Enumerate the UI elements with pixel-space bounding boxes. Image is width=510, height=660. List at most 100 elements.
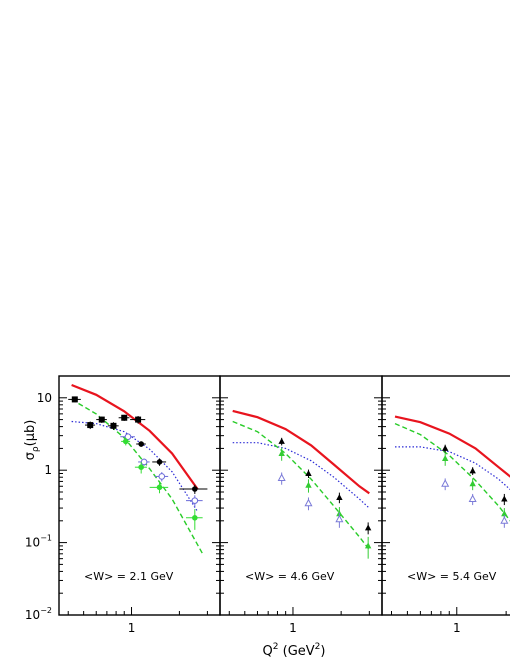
y-tick-label-exponent: −1 <box>40 534 52 543</box>
marker <box>191 497 199 504</box>
data-point-blue-open-triangle <box>468 493 477 506</box>
marker <box>441 455 449 462</box>
marker <box>124 433 132 441</box>
data-point-open-circle <box>138 458 150 466</box>
y-axis-title: σρ(μb) <box>23 420 41 461</box>
data-point-filled-circle <box>136 441 146 447</box>
data-point-filled-square <box>85 421 96 430</box>
data-point-green-circle <box>149 482 169 494</box>
panel-w-label: <W> = 4.6 GeV <box>245 570 335 583</box>
data-point-black-triangle <box>305 469 312 479</box>
marker <box>305 481 312 488</box>
y-tick-label-exponent: −2 <box>40 606 52 615</box>
x-axis-title-close: ) <box>320 644 325 659</box>
x-tick-label: 1 <box>453 621 461 635</box>
y-tick-label: 10 <box>37 391 52 405</box>
panel-plot-area <box>68 383 208 555</box>
y-axis-title-symbol: σ <box>23 452 38 460</box>
marker <box>138 464 144 470</box>
marker <box>156 459 163 465</box>
curve-dotted-blue <box>395 446 510 491</box>
data-point-green-circle <box>185 509 203 530</box>
marker <box>364 524 372 531</box>
data-point-open-circle <box>154 472 169 482</box>
data-point-black-triangle <box>336 492 343 504</box>
marker <box>364 542 372 549</box>
marker <box>98 416 105 423</box>
marker <box>71 396 78 403</box>
marker <box>192 486 198 492</box>
marker <box>277 473 286 482</box>
data-point-green-triangle <box>278 447 285 461</box>
y-axis-title-unit: (μb) <box>23 420 38 447</box>
x-tick-label: 1 <box>128 621 136 635</box>
data-point-filled-circle <box>152 458 167 466</box>
x-axis-title-rest: (GeV <box>278 644 314 659</box>
data-point-filled-square <box>118 414 130 421</box>
panel-frame <box>381 375 510 616</box>
marker <box>501 495 508 502</box>
chart-panels: 1 <W> = 2.1 GeV 1 <W> = 4.6 GeV 1 <W> = 5.4 G… <box>58 375 510 635</box>
panel-plot-area <box>394 415 510 528</box>
panel-plot-area <box>232 409 372 559</box>
x-axis-title-sup: 2 <box>273 642 279 652</box>
data-point-black-triangle <box>469 467 476 475</box>
data-point-green-triangle <box>469 478 476 491</box>
data-point-blue-open-triangle <box>500 515 509 528</box>
data-point-open-circle <box>120 433 135 441</box>
data-point-filled-square <box>68 396 81 403</box>
marker <box>501 510 508 517</box>
curve-solid-red <box>394 415 510 478</box>
panel-w-label: <W> = 2.1 GeV <box>84 570 174 583</box>
y-tick-label-base: 1 <box>44 463 52 477</box>
marker <box>121 414 128 421</box>
data-point-filled-square <box>107 422 119 430</box>
curve-solid-red <box>232 409 370 495</box>
data-point-open-circle <box>185 495 203 508</box>
marker <box>278 450 285 457</box>
y-tick-label-base: 10 <box>37 391 52 405</box>
panel-3: 1 <W> = 5.4 GeV <box>381 375 510 635</box>
marker <box>336 493 343 500</box>
data-point-blue-open-triangle <box>277 472 286 485</box>
marker <box>469 467 476 474</box>
curve-dashed-green <box>71 398 204 555</box>
data-point-black-triangle <box>278 437 285 446</box>
data-point-filled-square <box>130 416 146 424</box>
y-tick-label: 10−2 <box>25 606 52 622</box>
marker <box>468 494 477 503</box>
data-point-green-triangle <box>364 536 372 559</box>
data-point-black-triangle <box>364 522 372 535</box>
curve-dotted-blue <box>232 442 370 509</box>
data-point-green-triangle <box>305 479 312 493</box>
marker <box>140 458 148 466</box>
x-axis-title-base: Q <box>263 644 273 659</box>
panel-1: 1 <W> = 2.1 GeV <box>58 375 221 635</box>
marker <box>122 438 129 445</box>
data-point-green-circle <box>121 437 131 446</box>
y-axis-title-subscript: ρ <box>31 446 41 452</box>
y-tick-label: 1 <box>44 463 52 477</box>
panel-w-label: <W> = 5.4 GeV <box>407 570 497 583</box>
x-axis-title: Q2 (GeV2) <box>263 642 326 659</box>
marker <box>192 515 198 521</box>
marker <box>305 470 312 477</box>
marker <box>304 498 313 507</box>
marker <box>441 444 449 451</box>
data-point-filled-square <box>96 416 107 423</box>
data-point-green-circle <box>134 461 147 474</box>
curve-dotted-blue <box>71 420 199 512</box>
marker <box>110 422 117 429</box>
y-tick-label-base: 10 <box>25 608 40 622</box>
marker <box>138 441 144 447</box>
marker <box>335 514 344 523</box>
marker <box>441 479 450 487</box>
panel-2: 1 <W> = 4.6 GeV <box>219 375 383 635</box>
y-tick-label-base: 10 <box>25 536 40 550</box>
marker <box>469 480 476 487</box>
data-point-blue-open-triangle <box>335 512 344 528</box>
data-point-black-triangle <box>501 493 508 506</box>
data-point-blue-open-triangle <box>441 478 450 491</box>
